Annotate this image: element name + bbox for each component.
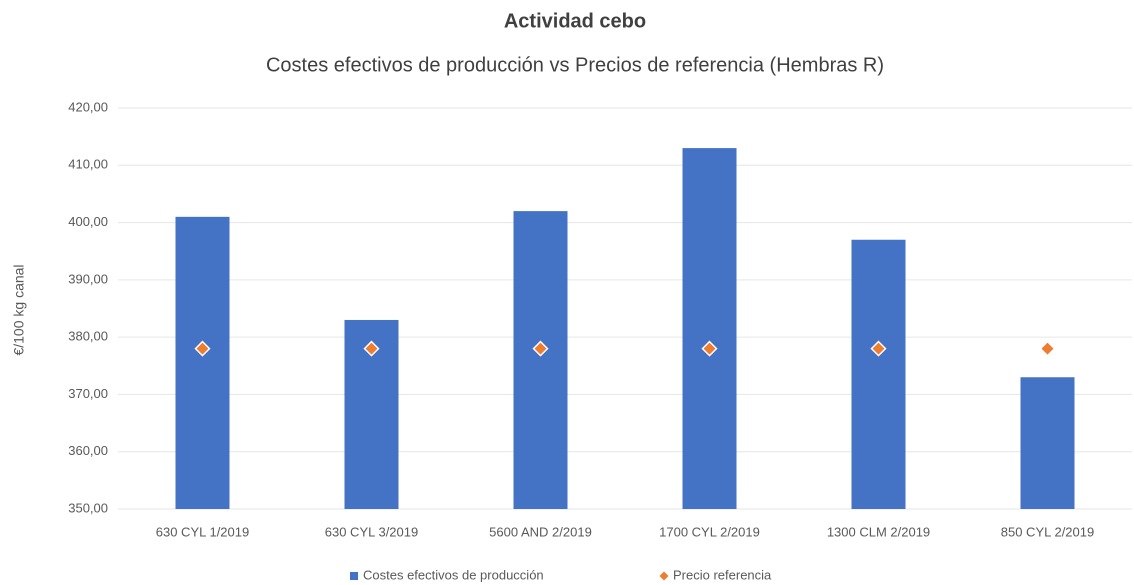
bar bbox=[851, 239, 906, 509]
y-tick-label: 350,00 bbox=[68, 500, 108, 515]
x-tick-label: 630 CYL 1/2019 bbox=[156, 524, 249, 539]
y-tick-label: 390,00 bbox=[68, 271, 108, 286]
x-tick-label: 850 CYL 2/2019 bbox=[1001, 524, 1094, 539]
marker bbox=[363, 340, 380, 357]
y-tick-label: 380,00 bbox=[68, 329, 108, 344]
marker bbox=[1039, 340, 1056, 357]
x-tick-label: 5600 AND 2/2019 bbox=[489, 524, 592, 539]
y-tick-label: 360,00 bbox=[68, 443, 108, 458]
marker bbox=[194, 340, 211, 357]
marker bbox=[532, 340, 549, 357]
bar bbox=[1020, 377, 1075, 509]
bar bbox=[682, 148, 737, 509]
x-tick-label: 1700 CYL 2/2019 bbox=[659, 524, 760, 539]
marker bbox=[870, 340, 887, 357]
chart-title: Actividad cebo bbox=[504, 10, 646, 32]
legend-swatch bbox=[659, 571, 669, 581]
chart-subtitle: Costes efectivos de producción vs Precio… bbox=[266, 54, 884, 76]
y-tick-label: 410,00 bbox=[68, 157, 108, 172]
bar bbox=[513, 211, 568, 509]
marker bbox=[701, 340, 718, 357]
y-axis-label: €/100 kg canal bbox=[11, 264, 27, 355]
legend-swatch bbox=[350, 572, 358, 580]
bar bbox=[175, 216, 230, 510]
x-tick-label: 1300 CLM 2/2019 bbox=[827, 524, 930, 539]
y-tick-label: 400,00 bbox=[68, 214, 108, 229]
y-tick-label: 420,00 bbox=[68, 99, 108, 114]
y-tick-label: 370,00 bbox=[68, 386, 108, 401]
legend-label: Costes efectivos de producción bbox=[363, 567, 544, 582]
x-tick-label: 630 CYL 3/2019 bbox=[325, 524, 418, 539]
legend-label: Precio referencia bbox=[673, 567, 772, 582]
